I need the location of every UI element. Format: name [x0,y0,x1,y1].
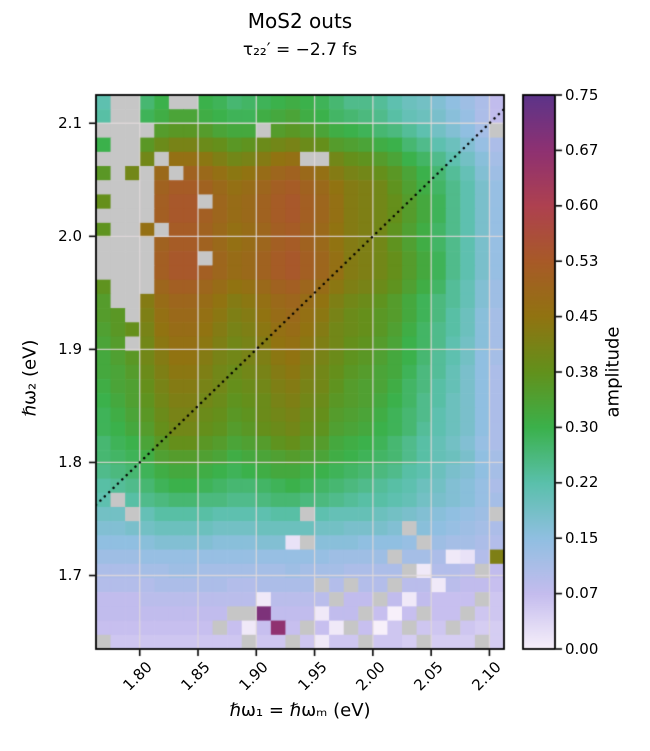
colorbar-tick-label: 0.22 [565,473,599,492]
colorbar-tick-label: 0.07 [565,584,599,603]
colorbar-label: amplitude [602,326,624,418]
colorbar-tick-label: 0.15 [565,528,599,547]
colorbar-tick-label: 0.60 [565,196,599,215]
y-tick-label: 1.9 [58,339,82,358]
colorbar-tick-label: 0.30 [565,417,599,436]
plot-subtitle: τ₂₂′ = −2.7 fs [242,40,358,60]
colorbar-tick-label: 0.67 [565,140,599,159]
y-tick-label: 2.1 [58,113,82,132]
colorbar-tick-label: 0.00 [565,639,599,658]
colorbar-tick-label: 0.53 [565,251,599,270]
y-tick-label: 1.7 [58,566,82,584]
colorbar-tick-label: 0.38 [565,362,599,381]
colorbar-tick-label: 0.75 [565,85,599,104]
y-tick-label: 1.8 [58,452,82,471]
colorbar-tick-label: 0.45 [565,307,599,326]
y-tick-label: 2.0 [58,226,82,245]
plot-title: MoS2 outs [247,9,353,33]
x-axis-label: ℏω₁ = ℏωₘ (eV) [229,700,371,721]
